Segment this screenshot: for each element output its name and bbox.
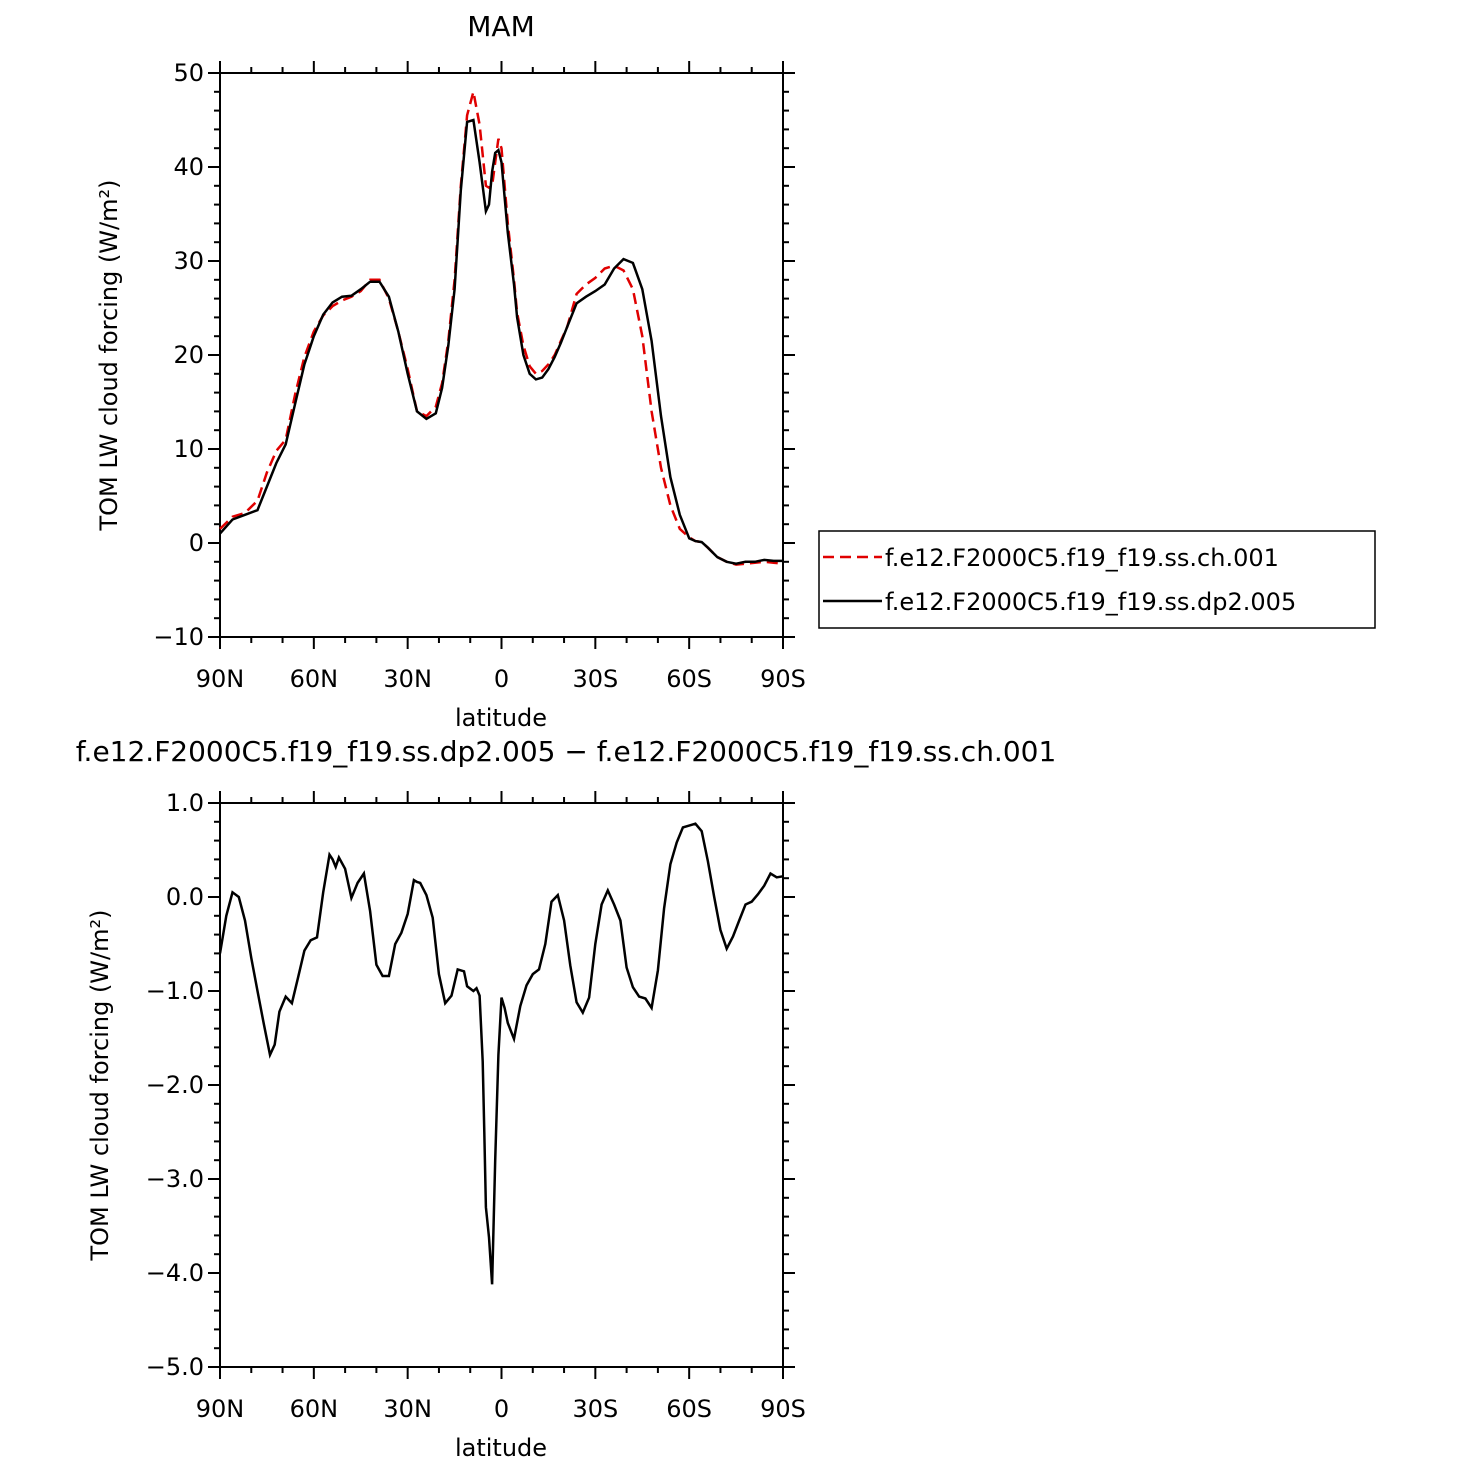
bottom-x-axis-label: latitude (455, 1434, 547, 1462)
bottom-y-tick-label: −2.0 (146, 1071, 204, 1099)
bottom-x-tick-label: 30N (383, 1395, 432, 1423)
top-x-tick-label: 60N (290, 665, 339, 693)
top-y-tick-labels: −10 0 10 20 30 40 50 (153, 59, 204, 651)
top-y-tick-label: 50 (173, 59, 204, 87)
bottom-x-tick-label: 90S (760, 1395, 806, 1423)
top-y-tick-label: 40 (173, 153, 204, 181)
bottom-x-tick-label: 60N (290, 1395, 339, 1423)
top-y-tick-label: 0 (189, 529, 204, 557)
bottom-x-tick-label: 30S (572, 1395, 618, 1423)
bottom-x-tick-label: 0 (494, 1395, 509, 1423)
top-y-axis-label: TOM LW cloud forcing (W/m²) (95, 180, 123, 532)
bottom-x-tick-label: 60S (666, 1395, 712, 1423)
top-chart-title: MAM (467, 10, 534, 43)
bottom-axis-ticks (208, 791, 795, 1379)
bottom-x-tick-labels: 90N 60N 30N 0 30S 60S 90S (196, 1395, 806, 1423)
legend-box (818, 530, 1376, 629)
bottom-x-tick-label: 90N (196, 1395, 245, 1423)
legend: f.e12.F2000C5.f19_f19.ss.ch.001 f.e12.F2… (818, 530, 1376, 629)
top-y-tick-label: −10 (153, 623, 204, 651)
bottom-y-tick-label: −4.0 (146, 1259, 204, 1287)
bottom-y-axis-label: TOM LW cloud forcing (W/m²) (86, 910, 114, 1262)
top-panel: MAM −10 0 10 20 30 40 50 90N 60N 30N 0 3… (95, 10, 806, 732)
top-x-tick-labels: 90N 60N 30N 0 30S 60S 90S (196, 665, 806, 693)
top-x-tick-label: 90S (760, 665, 806, 693)
top-x-tick-label: 60S (666, 665, 712, 693)
top-axis-ticks (208, 61, 795, 649)
legend-label-dp2005: f.e12.F2000C5.f19_f19.ss.dp2.005 (885, 588, 1296, 616)
bottom-y-tick-label: −1.0 (146, 977, 204, 1005)
bottom-difference-line (218, 822, 784, 1285)
top-y-tick-label: 20 (173, 341, 204, 369)
top-y-tick-label: 30 (173, 247, 204, 275)
bottom-y-tick-labels: −5.0 −4.0 −3.0 −2.0 −1.0 0.0 1.0 (146, 789, 204, 1381)
bottom-y-tick-label: −3.0 (146, 1165, 204, 1193)
top-series-dp2005-line (219, 118, 783, 565)
top-x-tick-label: 30S (572, 665, 618, 693)
bottom-y-tick-label: 1.0 (166, 789, 204, 817)
top-series-ch001-line (219, 91, 784, 566)
bottom-chart-title: f.e12.F2000C5.f19_f19.ss.dp2.005 − f.e12… (76, 735, 1057, 768)
bottom-panel: f.e12.F2000C5.f19_f19.ss.dp2.005 − f.e12… (76, 735, 1057, 1462)
bottom-y-tick-label: −5.0 (146, 1353, 204, 1381)
top-y-tick-label: 10 (173, 435, 204, 463)
top-x-axis-label: latitude (455, 704, 547, 732)
bottom-plot-frame (219, 802, 784, 1368)
top-x-tick-label: 90N (196, 665, 245, 693)
legend-label-ch001: f.e12.F2000C5.f19_f19.ss.ch.001 (885, 544, 1279, 572)
top-x-tick-label: 30N (383, 665, 432, 693)
bottom-y-tick-label: 0.0 (166, 883, 204, 911)
top-x-tick-label: 0 (494, 665, 509, 693)
